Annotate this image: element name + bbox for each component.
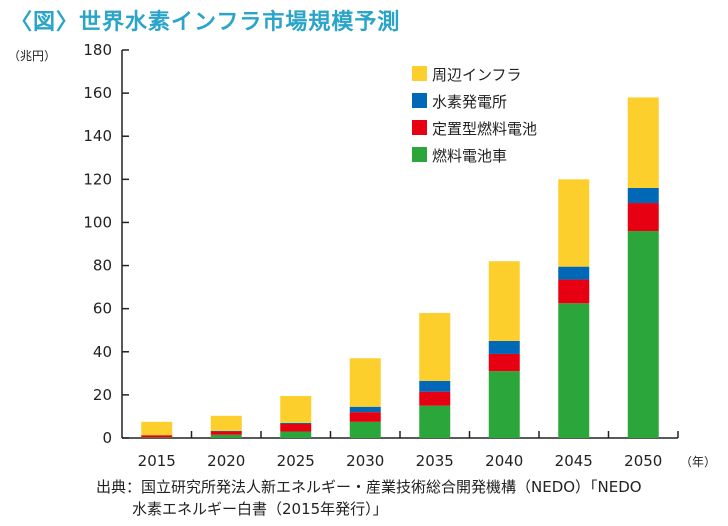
- bar-segment: [280, 422, 312, 424]
- y-tick-label: 120: [83, 170, 112, 188]
- bar-segment: [349, 412, 381, 422]
- bar-segment: [558, 303, 590, 438]
- bar-segment: [210, 431, 242, 435]
- source-line-2: 水素エネルギー白書（2015年発行）」: [132, 500, 388, 518]
- legend-label: 水素発電所: [432, 93, 507, 111]
- x-tick-label: 2030: [346, 452, 384, 470]
- legend-swatch: [412, 66, 427, 81]
- bar-segment: [627, 203, 659, 232]
- x-axis: 2015 2020 2025 2030 2035 2040 2045 2050: [122, 431, 679, 470]
- bar-segment: [280, 423, 312, 432]
- bar-segment: [558, 279, 590, 304]
- y-tick-label: 180: [83, 41, 112, 59]
- bar-segment: [488, 353, 520, 372]
- y-tick-label: 160: [83, 84, 112, 102]
- bar-segment: [419, 405, 451, 438]
- bar-segment: [419, 312, 451, 381]
- bar-segment: [141, 435, 173, 438]
- bar-segment: [627, 231, 659, 438]
- bar-segment: [558, 179, 590, 267]
- y-tick-label: 60: [93, 300, 112, 318]
- bar-segment: [488, 341, 520, 354]
- bar-segment: [558, 266, 590, 280]
- bars: [141, 97, 659, 438]
- y-tick-label: 100: [83, 213, 112, 231]
- chart-title: 〈図〉世界水素インフラ市場規模予測: [10, 10, 401, 35]
- x-tick-label: 2015: [138, 452, 176, 470]
- x-tick-label: 2025: [277, 452, 315, 470]
- legend-swatch: [412, 120, 427, 135]
- source-line-1: 出典：国立研究所発法人新エネルギー・産業技術総合開発機構（NEDO）「NEDO: [96, 478, 642, 496]
- y-tick-label: 140: [83, 127, 112, 145]
- x-tick-label: 2035: [416, 452, 454, 470]
- x-tick-label: 2040: [485, 452, 523, 470]
- bar-segment: [210, 434, 242, 438]
- x-tick-label: 2045: [555, 452, 593, 470]
- legend-label: 周辺インフラ: [432, 66, 522, 84]
- legend-swatch: [412, 147, 427, 162]
- bar-segment: [488, 261, 520, 341]
- y-axis-unit-label: （兆円）: [8, 49, 56, 63]
- y-tick-label: 40: [93, 343, 112, 361]
- legend-label: 燃料電池車: [432, 147, 507, 165]
- y-tick-label: 0: [102, 429, 112, 447]
- x-axis-unit-label: （年）: [680, 455, 716, 469]
- y-axis: 0 20 40 60 80 100 120 140 160 180: [83, 41, 129, 447]
- bar-segment: [349, 421, 381, 438]
- bar-segment: [627, 97, 659, 188]
- bar-segment: [141, 437, 173, 438]
- legend-label: 定置型燃料電池: [432, 120, 537, 138]
- bar-segment: [349, 406, 381, 413]
- bar-segment: [488, 371, 520, 438]
- bar-segment: [280, 395, 312, 423]
- bar-segment: [280, 431, 312, 438]
- legend-swatch: [412, 93, 427, 108]
- source-note: 出典：国立研究所発法人新エネルギー・産業技術総合開発機構（NEDO）「NEDO …: [96, 476, 642, 520]
- y-tick-label: 80: [93, 257, 112, 275]
- bar-segment: [419, 391, 451, 406]
- bar-segment: [419, 380, 451, 392]
- x-tick-label: 2020: [207, 452, 245, 470]
- bar-segment: [627, 187, 659, 204]
- bar-segment: [210, 430, 242, 432]
- x-tick-label: 2050: [624, 452, 662, 470]
- y-tick-label: 20: [93, 386, 112, 404]
- bar-segment: [210, 415, 242, 431]
- bar-segment: [141, 421, 173, 436]
- bar-segment: [349, 358, 381, 407]
